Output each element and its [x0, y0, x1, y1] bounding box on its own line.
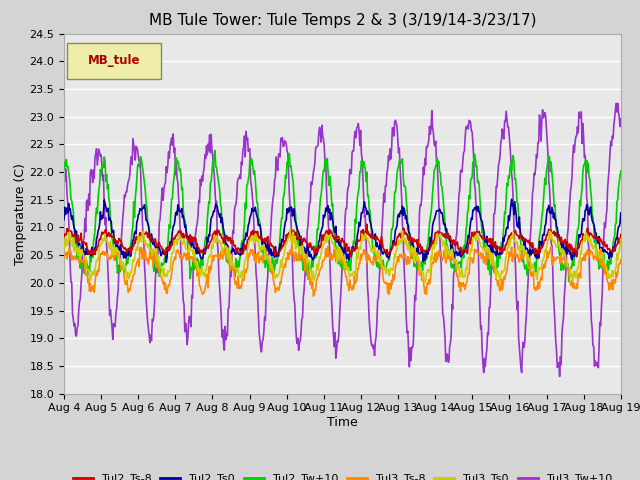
FancyBboxPatch shape [67, 43, 161, 79]
Title: MB Tule Tower: Tule Temps 2 & 3 (3/19/14-3/23/17): MB Tule Tower: Tule Temps 2 & 3 (3/19/14… [148, 13, 536, 28]
Legend: Tul2_Ts-8, Tul2_Ts0, Tul2_Tw+10, Tul3_Ts-8, Tul3_Ts0, Tul3_Tw+10: Tul2_Ts-8, Tul2_Ts0, Tul2_Tw+10, Tul3_Ts… [68, 469, 616, 480]
Text: MB_tule: MB_tule [88, 54, 140, 67]
X-axis label: Time: Time [327, 416, 358, 429]
Y-axis label: Temperature (C): Temperature (C) [13, 163, 27, 264]
